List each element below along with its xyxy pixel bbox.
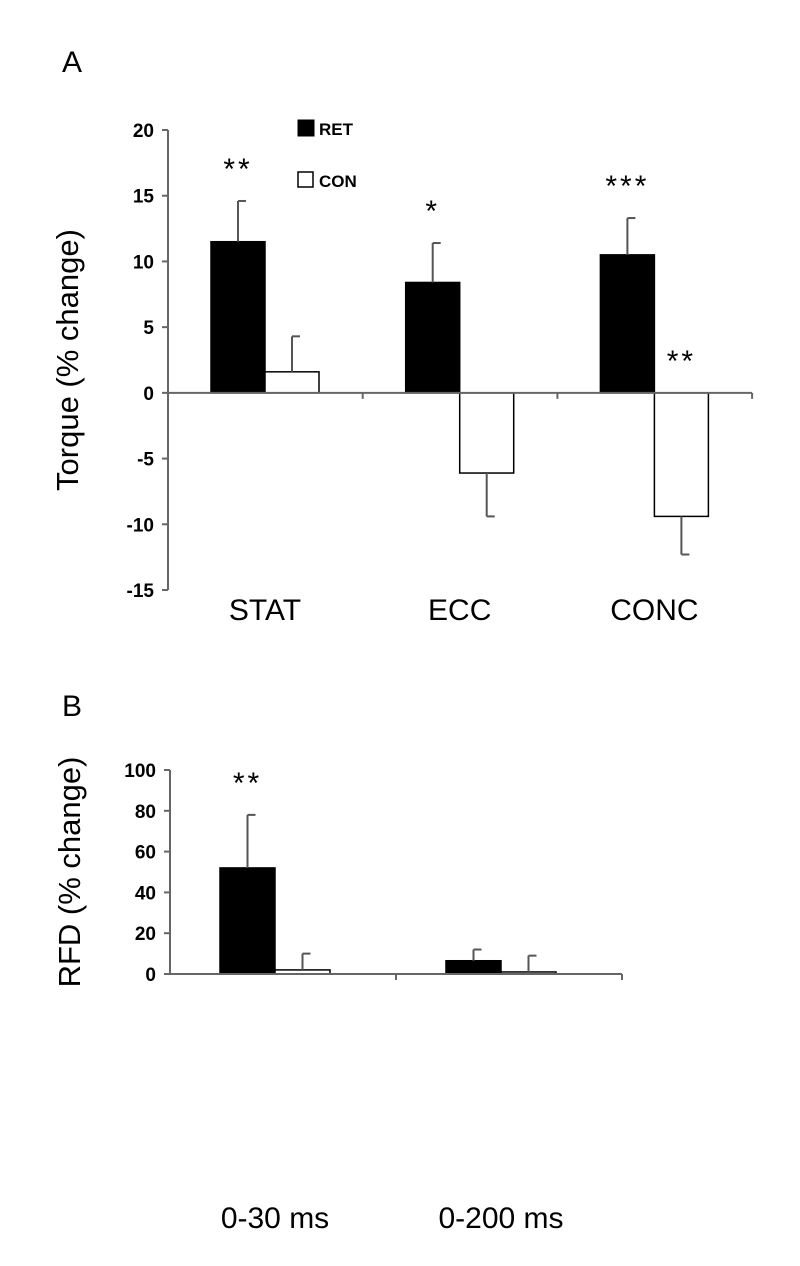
bar-ret-conc xyxy=(599,254,656,394)
legend-swatch-con xyxy=(297,171,314,188)
significance-marker: ** xyxy=(667,345,696,378)
significance-marker: *** xyxy=(605,170,649,203)
bar-ret-ecc xyxy=(404,281,461,394)
bar-ret-0-200-ms xyxy=(445,959,502,975)
y-tick-label: 10 xyxy=(133,252,154,273)
x-category-label: 0-200 ms xyxy=(438,1202,563,1235)
panel-a-torque-chart: A 20 15 10 5 0 -5 -10 -15 Torque (% change) STAT E… xyxy=(50,46,754,627)
legend: RET CON xyxy=(297,119,357,191)
bar-ret-0-30-ms xyxy=(219,867,276,975)
panel-a-letter: A xyxy=(62,46,82,79)
y-axis-title: Torque (% change) xyxy=(50,229,85,491)
x-category-label: CONC xyxy=(610,594,698,627)
legend-label-con: CON xyxy=(319,172,357,191)
y-tick-label: 40 xyxy=(135,883,156,904)
bar-con-ecc xyxy=(458,392,515,474)
x-category-label: STAT xyxy=(229,594,301,627)
y-tick-label: 5 xyxy=(143,318,154,339)
bar-con-conc xyxy=(653,392,710,518)
panel-b-rfd-chart: B 100 80 60 40 20 0 RFD (% change) 0-30 ms 0-200… xyxy=(52,690,623,1235)
y-tick-label: -5 xyxy=(137,450,154,471)
y-tick-label: 100 xyxy=(124,761,156,782)
legend-label-ret: RET xyxy=(319,120,354,139)
y-tick-label: 20 xyxy=(135,924,156,945)
y-tick-label: 20 xyxy=(133,121,154,142)
bar-ret-stat xyxy=(210,240,266,394)
significance-marker: * xyxy=(425,195,440,228)
legend-swatch-ret xyxy=(297,119,315,137)
bar-con-stat xyxy=(264,371,320,394)
significance-marker: ** xyxy=(223,153,252,186)
y-tick-label: 80 xyxy=(135,802,156,823)
y-tick-label: -15 xyxy=(127,581,155,602)
significance-marker: ** xyxy=(233,767,262,800)
x-category-label: 0-30 ms xyxy=(221,1202,329,1235)
y-tick-label: 0 xyxy=(143,384,154,405)
y-axis-title: RFD (% change) xyxy=(52,757,87,988)
panel-b-letter: B xyxy=(62,690,82,723)
y-tick-label: 0 xyxy=(145,965,156,986)
y-tick-label: -10 xyxy=(127,515,154,536)
x-category-label: ECC xyxy=(428,594,491,627)
y-tick-label: 60 xyxy=(135,843,156,864)
y-tick-label: 15 xyxy=(133,187,155,208)
